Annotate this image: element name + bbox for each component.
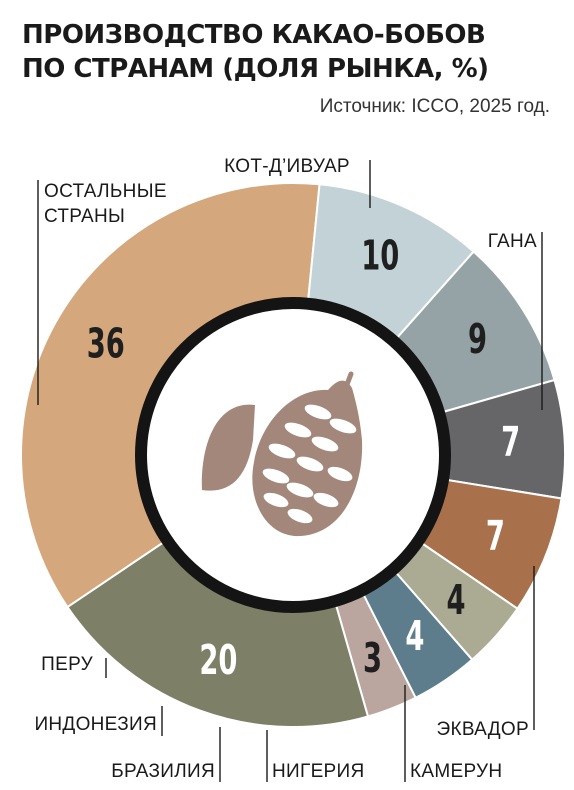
category-label-гана: ГАНА xyxy=(488,231,537,252)
value-label-остальные-страны: 20 xyxy=(199,637,237,684)
value-label-бразилия: 4 xyxy=(447,577,466,624)
slices-group xyxy=(20,182,566,728)
category-label-нигерия: НИГЕРИЯ xyxy=(272,761,365,782)
source-note: Источник: ICCO, 2025 год. xyxy=(319,96,550,117)
value-label-кот-д-ивуар: 36 xyxy=(87,321,125,368)
value-label-эквадор: 9 xyxy=(468,316,487,363)
value-label-нигерия: 7 xyxy=(486,514,505,561)
value-label-индонезия: 4 xyxy=(405,613,424,660)
category-label-остальные-страны: ОСТАЛЬНЫЕ СТРАНЫ xyxy=(44,181,167,227)
category-label-эквадор: ЭКВАДОР xyxy=(437,719,530,740)
category-label-кот-д-ивуар: КОТ-Д’ИВУАР xyxy=(224,156,350,177)
category-labels-group: КОТ-Д’ИВУАР ГАНА ЭКВАДОР КАМЕРУН НИГЕРИЯ БРАЗ… xyxy=(34,156,537,782)
chart-title: ПРОИЗВОДСТВО КАКАО-БОБОВ ПО СТРАНАМ (ДОЛ… xyxy=(22,20,489,84)
category-label-бразилия: БРАЗИЛИЯ xyxy=(111,761,215,782)
category-label-индонезия: ИНДОНЕЗИЯ xyxy=(34,714,157,735)
category-label-перу: ПЕРУ xyxy=(41,654,93,675)
leader-lines-group xyxy=(37,160,543,782)
value-label-камерун: 7 xyxy=(501,420,520,467)
cocoa-pod-icon xyxy=(201,371,363,537)
value-label-гана: 10 xyxy=(361,233,399,280)
value-label-перу: 3 xyxy=(363,636,382,683)
category-label-камерун: КАМЕРУН xyxy=(410,761,502,782)
